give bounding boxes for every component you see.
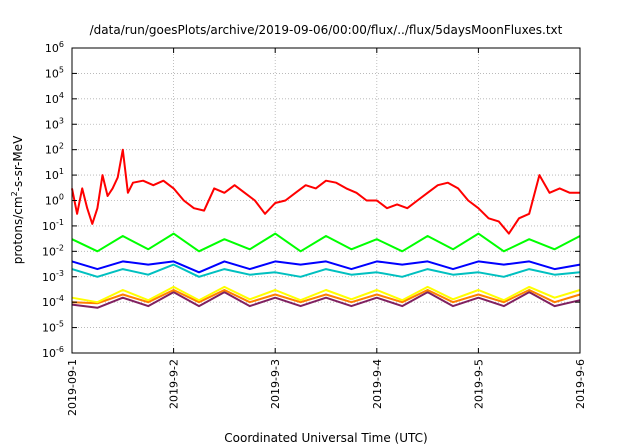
x-tick-label: 2019-9-5 <box>472 359 485 409</box>
y-tick-base: 10 <box>42 347 56 360</box>
x-axis: 2019-09-1 2019-9-2 2019-9-3 2019-9-4 2019-9-… <box>66 48 587 416</box>
series-line <box>71 291 581 309</box>
y-tick-base: 10 <box>45 144 59 157</box>
y-tick-base: 10 <box>42 271 56 284</box>
grid <box>72 48 580 353</box>
y-tick-label: 101 <box>45 167 64 182</box>
y-tick-exp: -6 <box>56 345 64 354</box>
y-tick-label: 105 <box>45 65 64 80</box>
series-line <box>71 285 581 304</box>
x-tick-label: 2019-9-4 <box>371 359 384 409</box>
x-tick-label: 2019-9-6 <box>574 359 587 409</box>
series-group <box>71 148 581 309</box>
y-tick-label: 106 <box>45 40 64 55</box>
y-tick-label: 10-3 <box>42 269 64 284</box>
y-tick-exp: -1 <box>56 218 64 227</box>
y-tick-base: 10 <box>45 169 59 182</box>
y-tick-exp: 5 <box>59 65 64 74</box>
y-axis-label: protons/cm2-s-sr-MeV <box>10 135 25 264</box>
plot-frame <box>71 47 581 354</box>
y-tick-exp: 6 <box>59 40 64 49</box>
y-tick-base: 10 <box>42 245 56 258</box>
y-axis-label-base: protons/cm <box>11 196 25 264</box>
y-tick-label: 10-6 <box>42 345 64 360</box>
y-tick-exp: -5 <box>56 320 64 329</box>
y-tick-base: 10 <box>42 296 56 309</box>
y-tick-base: 10 <box>45 195 59 208</box>
y-tick-label: 100 <box>45 193 64 208</box>
y-tick-label: 10-4 <box>42 294 64 309</box>
y-tick-label: 103 <box>45 116 64 131</box>
y-tick-label: 102 <box>45 142 64 157</box>
series-line <box>71 263 581 278</box>
x-tick-label: 2019-9-3 <box>269 359 282 409</box>
series-line <box>71 289 581 305</box>
y-tick-exp: 3 <box>59 116 64 125</box>
chart-title: /data/run/goesPlots/archive/2019-09-06/0… <box>90 23 563 37</box>
y-tick-base: 10 <box>42 220 56 233</box>
x-tick-label: 2019-09-1 <box>66 359 79 416</box>
series-line <box>71 148 580 235</box>
y-axis-label-rest: -s-sr-MeV <box>11 135 25 191</box>
y-tick-exp: 0 <box>59 193 64 202</box>
series-line <box>71 232 581 253</box>
y-axis-label-sup: 2 <box>10 191 19 196</box>
y-tick-label: 10-5 <box>42 320 64 335</box>
y-tick-exp: -4 <box>56 294 64 303</box>
y-tick-base: 10 <box>45 93 59 106</box>
y-tick-exp: -2 <box>56 243 64 252</box>
y-tick-base: 10 <box>42 322 56 335</box>
y-tick-label: 10-1 <box>42 218 64 233</box>
x-tick-label: 2019-9-2 <box>168 359 181 409</box>
y-tick-base: 10 <box>45 67 59 80</box>
y-tick-label: 104 <box>45 91 64 106</box>
y-tick-exp: -3 <box>56 269 64 278</box>
y-tick-exp: 2 <box>59 142 64 151</box>
series-line <box>71 260 581 274</box>
y-tick-base: 10 <box>45 118 59 131</box>
x-axis-label: Coordinated Universal Time (UTC) <box>224 431 427 445</box>
y-tick-base: 10 <box>45 42 59 55</box>
y-tick-exp: 1 <box>59 167 64 176</box>
y-tick-label: 10-2 <box>42 243 64 258</box>
y-tick-exp: 4 <box>59 91 64 100</box>
y-axis: 10610510410310210110010-110-210-310-410-… <box>42 40 580 360</box>
